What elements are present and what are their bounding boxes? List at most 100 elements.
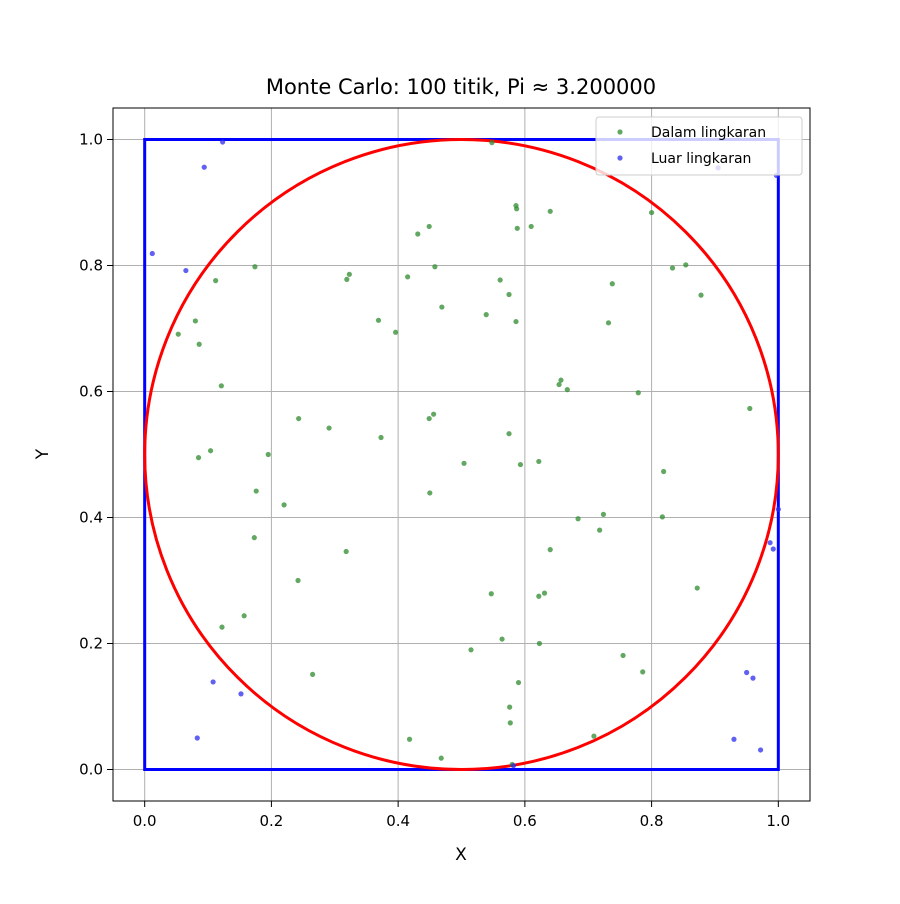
point-outside bbox=[238, 691, 244, 697]
y-tick-label: 0.8 bbox=[79, 257, 103, 275]
point-outside bbox=[210, 679, 216, 685]
point-inside bbox=[497, 277, 503, 283]
point-inside bbox=[536, 458, 542, 465]
point-inside bbox=[218, 383, 224, 389]
point-inside bbox=[499, 636, 505, 642]
point-outside bbox=[201, 164, 207, 170]
reference-shapes bbox=[143, 138, 780, 771]
point-outside bbox=[744, 669, 750, 676]
point-inside bbox=[659, 514, 665, 520]
point-inside bbox=[213, 278, 219, 284]
point-inside bbox=[648, 209, 655, 216]
point-inside bbox=[378, 434, 384, 441]
point-inside bbox=[415, 231, 421, 237]
point-inside bbox=[506, 431, 512, 437]
point-inside bbox=[326, 425, 332, 431]
y-tick-label: 0.6 bbox=[79, 383, 103, 401]
point-inside bbox=[547, 208, 553, 214]
point-inside bbox=[506, 291, 512, 298]
point-inside bbox=[253, 488, 259, 494]
point-inside bbox=[747, 405, 753, 412]
point-inside bbox=[405, 274, 411, 280]
point-inside bbox=[635, 390, 641, 396]
point-inside bbox=[683, 262, 689, 268]
point-inside bbox=[461, 460, 467, 466]
point-inside bbox=[296, 415, 302, 422]
point-inside bbox=[640, 669, 646, 675]
point-inside bbox=[600, 511, 607, 517]
point-inside bbox=[507, 704, 513, 710]
legend-box bbox=[595, 116, 803, 176]
point-outside bbox=[731, 736, 737, 742]
point-inside bbox=[309, 671, 316, 677]
point-inside bbox=[406, 736, 413, 742]
point-inside bbox=[507, 720, 513, 726]
point-outside bbox=[767, 540, 773, 546]
point-inside bbox=[483, 312, 489, 318]
plot-frame bbox=[112, 107, 811, 802]
x-tick-label: 0.6 bbox=[513, 812, 537, 830]
point-outside bbox=[183, 267, 189, 274]
point-inside bbox=[426, 415, 432, 422]
point-inside bbox=[517, 461, 524, 468]
point-inside bbox=[547, 547, 553, 553]
point-inside bbox=[514, 225, 520, 231]
point-inside bbox=[536, 593, 542, 599]
y-tick-label: 0.2 bbox=[79, 635, 103, 653]
point-inside bbox=[620, 652, 626, 659]
x-axis-ticks: 0.0 0.2 0.4 0.6 0.8 1.0 bbox=[133, 801, 790, 830]
point-inside bbox=[432, 264, 438, 270]
point-outside bbox=[770, 546, 776, 552]
x-tick-label: 0.2 bbox=[259, 812, 283, 830]
unit-square bbox=[143, 138, 780, 771]
point-inside bbox=[207, 448, 214, 454]
point-inside bbox=[488, 591, 494, 597]
x-axis-label: X bbox=[455, 845, 467, 865]
x-tick-label: 1.0 bbox=[766, 812, 790, 830]
point-inside bbox=[556, 381, 562, 388]
legend: Dalam lingkaran Luar lingkaran bbox=[595, 116, 803, 176]
legend-marker-outside bbox=[617, 155, 623, 161]
point-inside bbox=[195, 455, 202, 461]
y-tick-label: 0.0 bbox=[79, 761, 103, 779]
point-inside bbox=[661, 468, 667, 475]
point-inside bbox=[605, 320, 612, 326]
point-inside bbox=[515, 679, 522, 686]
point-outside bbox=[194, 735, 200, 741]
point-inside bbox=[295, 577, 301, 584]
legend-marker-inside bbox=[617, 129, 623, 135]
point-outside bbox=[750, 675, 756, 681]
point-inside bbox=[175, 331, 181, 337]
point-inside bbox=[597, 527, 603, 533]
point-inside bbox=[251, 535, 257, 541]
point-inside bbox=[536, 640, 543, 647]
y-axis-ticks: 0.0 0.2 0.4 0.6 0.8 1.0 bbox=[79, 131, 113, 779]
point-inside bbox=[558, 377, 564, 383]
x-tick-label: 0.0 bbox=[133, 812, 157, 830]
point-outside bbox=[775, 506, 781, 512]
point-inside bbox=[694, 585, 700, 591]
point-inside bbox=[252, 264, 258, 270]
x-tick-label: 0.4 bbox=[386, 812, 410, 830]
point-inside bbox=[489, 140, 495, 146]
point-outside bbox=[757, 747, 764, 753]
point-inside bbox=[241, 613, 247, 619]
point-inside bbox=[344, 276, 350, 282]
point-inside bbox=[265, 451, 271, 458]
point-inside bbox=[196, 341, 202, 347]
point-inside bbox=[427, 490, 433, 496]
x-tick-label: 0.8 bbox=[640, 812, 664, 830]
point-inside bbox=[431, 411, 437, 417]
point-inside bbox=[281, 502, 287, 508]
chart-title: Monte Carlo: 100 titik, Pi ≈ 3.200000 bbox=[266, 75, 656, 99]
point-inside bbox=[564, 387, 570, 393]
point-inside bbox=[528, 223, 534, 230]
point-inside bbox=[541, 590, 548, 596]
inscribed-circle bbox=[143, 138, 780, 771]
point-inside bbox=[514, 206, 520, 212]
grid bbox=[113, 108, 810, 801]
point-inside bbox=[343, 548, 349, 555]
point-outside bbox=[149, 250, 155, 257]
legend-label-inside: Dalam lingkaran bbox=[651, 125, 766, 141]
